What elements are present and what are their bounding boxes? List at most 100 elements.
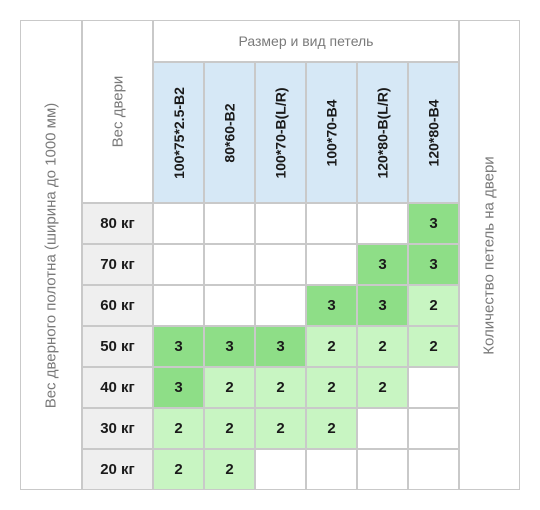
count-cell: 2 [204,408,255,449]
count-value: 3 [378,256,387,273]
count-value: 2 [225,379,234,396]
count-value: 2 [225,420,234,437]
model-label: 100*70-B4 [323,99,340,166]
count-value: 2 [327,420,336,437]
count-cell [408,367,459,408]
model-header-cell: 80*60-B2 [204,62,255,203]
count-cell [357,203,408,244]
count-value: 2 [378,338,387,355]
weight-cell: 30 кг [82,408,153,449]
count-cell: 2 [204,367,255,408]
count-value: 3 [327,297,336,314]
count-cell [306,244,357,285]
hinge-header-cell: Размер и вид петель [153,20,459,62]
weight-cell: 20 кг [82,449,153,490]
weight-cell: 70 кг [82,244,153,285]
left-axis-label: Вес дверного полотна (ширина до 1000 мм) [42,102,60,408]
count-value: 3 [378,297,387,314]
count-cell: 2 [255,367,306,408]
model-header-cell: 100*75*2.5-B2 [153,62,204,203]
count-cell: 2 [153,449,204,490]
model-label: 100*70-B(L/R) [272,86,289,179]
model-label: 100*75*2.5-B2 [170,86,187,179]
count-cell [255,449,306,490]
count-cell [153,203,204,244]
count-cell: 2 [153,408,204,449]
count-cell: 3 [357,244,408,285]
count-cell: 2 [306,367,357,408]
count-cell: 3 [153,367,204,408]
count-cell: 2 [306,408,357,449]
count-cell: 3 [357,285,408,326]
weight-label: 80 кг [100,215,135,232]
count-value: 2 [174,461,183,478]
count-cell [357,449,408,490]
count-cell [357,408,408,449]
weight-cell: 50 кг [82,326,153,367]
weight-label: 60 кг [100,297,135,314]
right-axis-cell: Количество петель на двери [459,20,520,490]
weight-label: 70 кг [100,256,135,273]
model-header-cell: 100*70-B4 [306,62,357,203]
count-value: 2 [429,338,438,355]
count-cell [306,449,357,490]
count-cell [204,244,255,285]
weight-header: Вес двери [109,75,127,148]
count-value: 2 [225,461,234,478]
count-value: 3 [225,338,234,355]
count-cell: 2 [408,326,459,367]
count-cell [408,449,459,490]
weight-cell: 40 кг [82,367,153,408]
count-cell [255,244,306,285]
count-cell: 3 [153,326,204,367]
count-value: 3 [429,215,438,232]
count-cell [408,408,459,449]
model-header-cell: 120*80-B(L/R) [357,62,408,203]
count-value: 3 [174,379,183,396]
weight-label: 20 кг [100,461,135,478]
model-header-cell: 100*70-B(L/R) [255,62,306,203]
count-value: 2 [174,420,183,437]
count-cell: 2 [357,326,408,367]
weight-cell: 80 кг [82,203,153,244]
weight-header-cell: Вес двери [82,20,153,203]
count-value: 2 [276,379,285,396]
count-cell: 3 [408,244,459,285]
count-cell [153,244,204,285]
model-label: 120*80-B(L/R) [374,86,391,179]
count-value: 2 [429,297,438,314]
model-header-cell: 120*80-B4 [408,62,459,203]
weight-label: 30 кг [100,420,135,437]
count-cell: 3 [255,326,306,367]
count-cell [255,203,306,244]
count-value: 2 [327,338,336,355]
left-axis-cell: Вес дверного полотна (ширина до 1000 мм) [20,20,82,490]
model-label: 80*60-B2 [221,102,238,163]
count-value: 3 [429,256,438,273]
weight-label: 50 кг [100,338,135,355]
weight-label: 40 кг [100,379,135,396]
model-label: 120*80-B4 [425,99,442,166]
right-axis-label: Количество петель на двери [481,155,499,355]
count-value: 2 [276,420,285,437]
count-cell: 2 [255,408,306,449]
hinge-header: Размер и вид петель [238,33,374,49]
count-cell: 3 [408,203,459,244]
count-value: 2 [378,379,387,396]
count-cell [306,203,357,244]
count-cell [255,285,306,326]
count-cell [204,285,255,326]
count-cell: 2 [306,326,357,367]
count-cell: 2 [408,285,459,326]
count-cell: 3 [204,326,255,367]
count-cell: 2 [357,367,408,408]
weight-cell: 60 кг [82,285,153,326]
count-value: 3 [174,338,183,355]
count-cell: 3 [306,285,357,326]
count-cell: 2 [204,449,255,490]
count-value: 3 [276,338,285,355]
count-cell [204,203,255,244]
count-cell [153,285,204,326]
count-value: 2 [327,379,336,396]
